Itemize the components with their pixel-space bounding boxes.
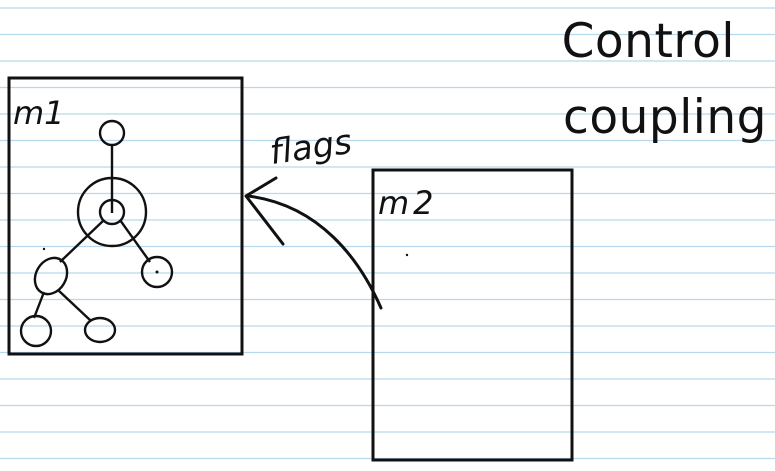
flags-arrow-shaft: [246, 194, 383, 310]
title-line-1: Control: [561, 14, 735, 69]
module-m1-label: m1: [13, 94, 65, 132]
tree-edge: [119, 219, 151, 263]
tree-node-bottom-left: [19, 314, 53, 348]
module-m2-label: m2: [378, 184, 438, 222]
tree-node-outer-ring: [76, 176, 148, 248]
ink-dot: [155, 270, 159, 274]
flags-arrow: [244, 176, 383, 310]
tree-edge: [32, 291, 46, 319]
module-m2-box: [371, 168, 574, 462]
title-line-2: coupling: [563, 90, 767, 145]
module-m1-box: [7, 76, 244, 356]
tree-node-top: [98, 119, 126, 147]
tree-node-right: [140, 255, 174, 289]
tree-node-center: [98, 198, 126, 226]
tree-node-bottom-right: [83, 316, 117, 344]
tree-edge: [57, 289, 91, 321]
ink-dot: [405, 253, 409, 257]
module-m1-structure-chart: [19, 119, 174, 348]
tree-edge: [59, 219, 105, 263]
tree-node-left: [33, 256, 69, 296]
flags-arrow-label: flags: [267, 122, 354, 173]
ink-dot: [42, 247, 46, 251]
flags-arrow-head: [244, 176, 285, 246]
